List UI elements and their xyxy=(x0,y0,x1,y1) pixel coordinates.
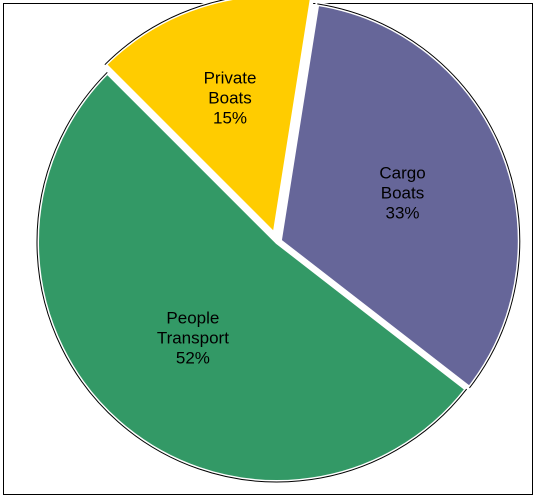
slice-name-label: Private xyxy=(204,68,257,87)
pie-slice-outline xyxy=(317,3,521,389)
pie-labels: CargoBoats33%PeopleTransport52%PrivateBo… xyxy=(157,68,426,367)
pie-slices xyxy=(35,0,522,484)
slice-name-label: Boats xyxy=(208,88,251,107)
slice-name-label: Boats xyxy=(381,183,424,202)
pie-slice-outline xyxy=(36,71,468,483)
slice-name-label: People xyxy=(166,308,219,327)
slice-name-label: Transport xyxy=(157,328,229,347)
slice-percent-label: 52% xyxy=(176,348,210,367)
slice-percent-label: 33% xyxy=(386,203,420,222)
pie-slice-outline xyxy=(104,0,226,66)
slice-percent-label: 15% xyxy=(213,108,247,127)
slice-name-label: Cargo xyxy=(379,163,425,182)
